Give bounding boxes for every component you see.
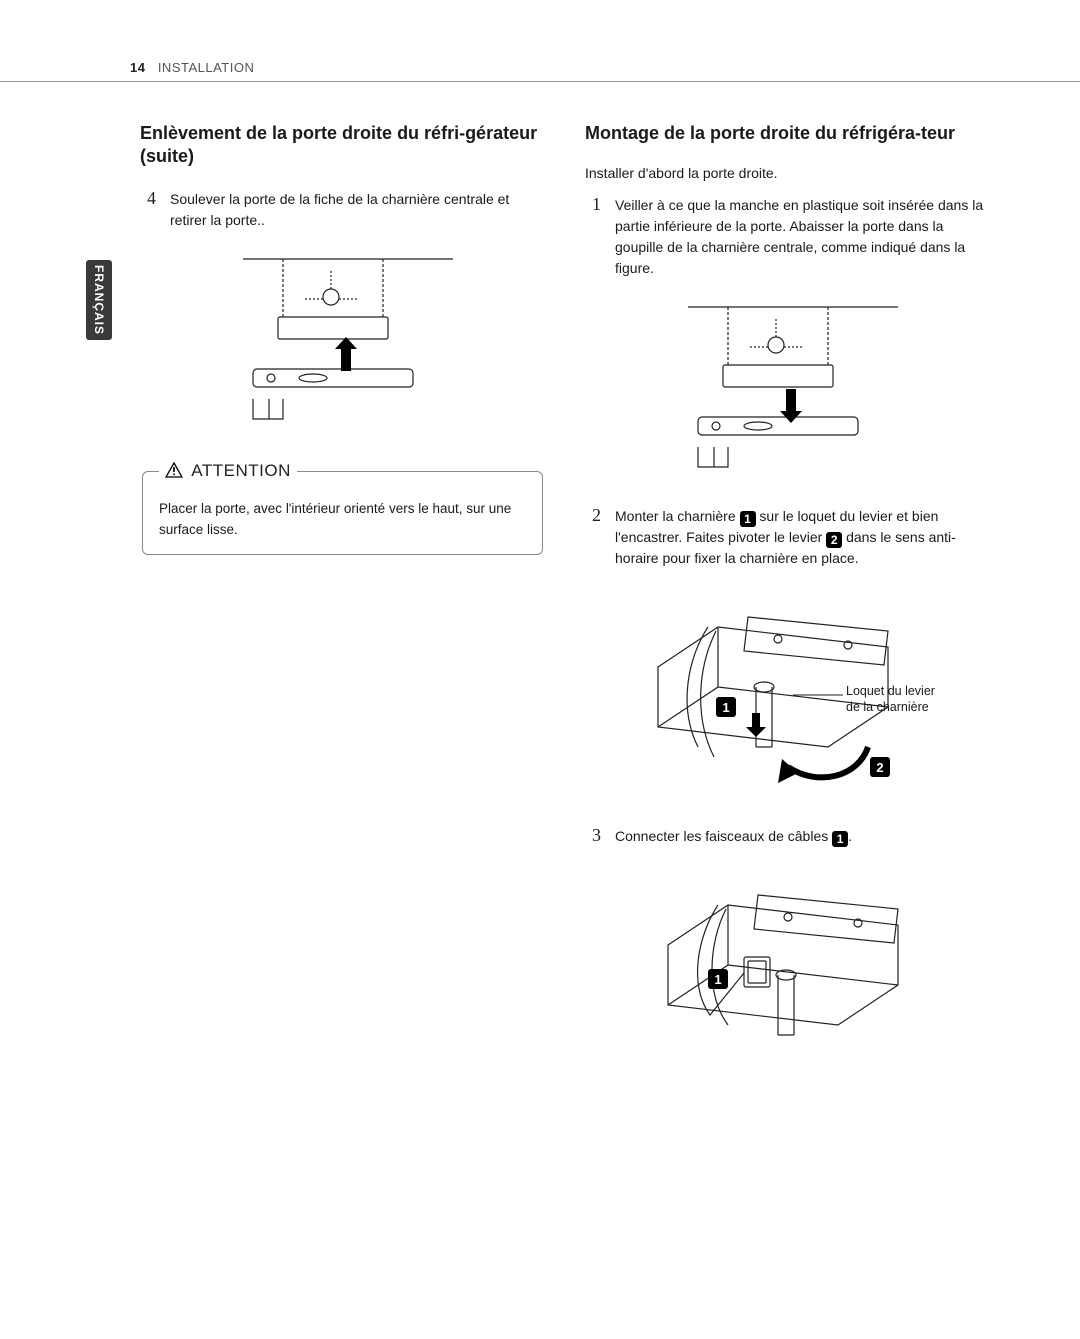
step-text: Veiller à ce que la manche en plastique … xyxy=(615,195,990,279)
door-lower-illustration xyxy=(668,297,908,477)
right-column: Montage de la porte droite du réfrigéra-… xyxy=(585,122,990,1104)
figure-badge-1: 1 xyxy=(722,700,729,715)
attention-legend: ATTENTION xyxy=(159,458,297,486)
step-text: Monter la charnière 1 sur le loquet du l… xyxy=(615,506,990,569)
page-header: 14 INSTALLATION xyxy=(0,60,1080,82)
step-number: 2 xyxy=(585,506,601,569)
badge-2-icon: 2 xyxy=(826,532,842,548)
content-columns: Enlèvement de la porte droite du réfri-g… xyxy=(0,82,1080,1104)
manual-page: 14 INSTALLATION FRANÇAIS Enlèvement de l… xyxy=(0,0,1080,1339)
right-intro: Installer d'abord la porte droite. xyxy=(585,165,990,181)
left-column: Enlèvement de la porte droite du réfri-g… xyxy=(140,122,545,1104)
page-number: 14 xyxy=(130,60,145,75)
hinge-latch-illustration: 1 2 Loquet du levier de la charnière xyxy=(638,587,938,797)
figure-wire-harness: 1 xyxy=(585,865,990,1080)
wire-harness-illustration: 1 xyxy=(648,865,928,1075)
step-text: Connecter les faisceaux de câbles 1. xyxy=(615,826,990,847)
right-step-3: 3 Connecter les faisceaux de câbles 1. xyxy=(585,826,990,847)
step-number: 4 xyxy=(140,189,156,231)
step-text: Soulever la porte de la fiche de la char… xyxy=(170,189,545,231)
callout-label: Loquet du levier de la charnière xyxy=(846,683,938,716)
step3-part-a: Connecter les faisceaux de câbles xyxy=(615,828,832,844)
attention-text: Placer la porte, avec l'intérieur orient… xyxy=(159,501,511,536)
attention-box: ATTENTION Placer la porte, avec l'intéri… xyxy=(142,458,543,555)
step-number: 1 xyxy=(585,195,601,279)
badge-1-icon: 1 xyxy=(832,831,848,847)
badge-1-icon: 1 xyxy=(740,511,756,527)
figure-left-door-lift xyxy=(140,249,545,434)
language-tab: FRANÇAIS xyxy=(86,260,112,340)
right-step-1: 1 Veiller à ce que la manche en plastiqu… xyxy=(585,195,990,279)
attention-title: ATTENTION xyxy=(191,461,291,480)
door-lift-illustration xyxy=(223,249,463,429)
figure-badge-2: 2 xyxy=(876,760,883,775)
figure-badge-1: 1 xyxy=(714,972,721,987)
section-name: INSTALLATION xyxy=(158,60,255,75)
figure-right-door-lower xyxy=(585,297,990,482)
warning-icon xyxy=(165,460,183,486)
step-number: 3 xyxy=(585,826,601,847)
right-step-2: 2 Monter la charnière 1 sur le loquet du… xyxy=(585,506,990,569)
figure-hinge-latch: 1 2 Loquet du levier de la charnière xyxy=(585,587,990,802)
step3-part-b: . xyxy=(848,828,852,844)
left-step-4: 4 Soulever la porte de la fiche de la ch… xyxy=(140,189,545,231)
step2-part-a: Monter la charnière xyxy=(615,508,740,524)
left-title: Enlèvement de la porte droite du réfri-g… xyxy=(140,122,545,169)
right-title: Montage de la porte droite du réfrigéra-… xyxy=(585,122,990,145)
